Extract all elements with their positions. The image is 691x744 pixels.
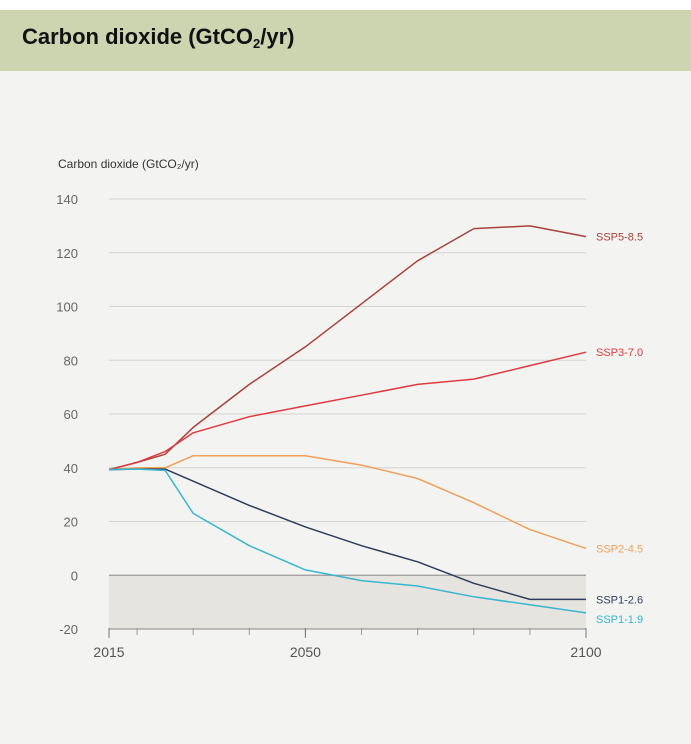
y-tick-label: -20: [59, 622, 78, 637]
series-line-ssp3-7.0: [109, 352, 586, 469]
x-tick-label: 2015: [93, 644, 124, 660]
y-tick-label: 120: [56, 246, 78, 261]
x-tick-label: 2100: [570, 644, 601, 660]
series-label-ssp1-2.6: SSP1-2.6: [596, 594, 643, 606]
y-tick-label: 100: [56, 300, 78, 315]
y-tick-label: 0: [71, 568, 78, 583]
y-tick-label: 20: [64, 515, 78, 530]
series-label-ssp5-8.5: SSP5-8.5: [596, 232, 643, 244]
y-tick-label: 140: [56, 192, 78, 207]
series-line-ssp5-8.5: [109, 226, 586, 470]
x-tick-label: 2050: [290, 644, 321, 660]
y-tick-label: 40: [64, 461, 78, 476]
series-label-ssp2-4.5: SSP2-4.5: [596, 543, 643, 555]
series-label-ssp1-1.9: SSP1-1.9: [596, 614, 643, 626]
y-tick-label: 60: [64, 407, 78, 422]
series-line-ssp2-4.5: [109, 456, 586, 549]
series-label-ssp3-7.0: SSP3-7.0: [596, 347, 643, 359]
y-tick-label: 80: [64, 353, 78, 368]
